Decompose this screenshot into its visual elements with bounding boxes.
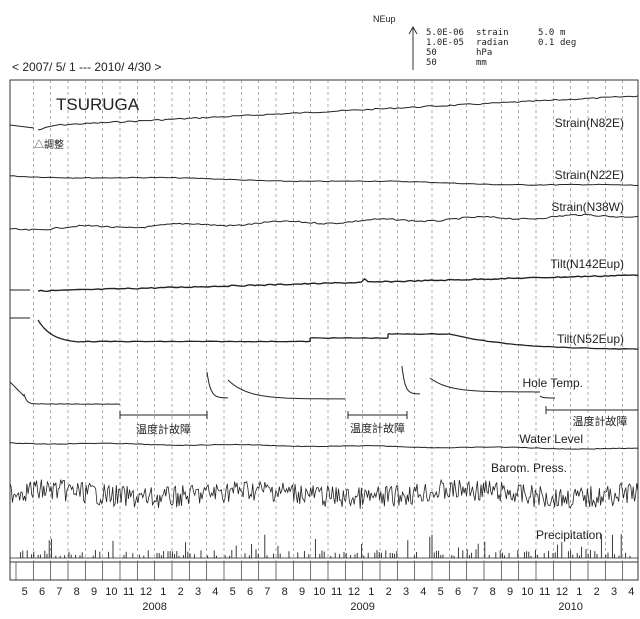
month-tick-label: 7: [472, 586, 478, 598]
series-label-strain-n82e: Strain(N82E): [555, 116, 624, 130]
trace-tilt-n52eup: [309, 337, 389, 339]
month-tick-label: 11: [123, 586, 134, 598]
series-label-tilt-n142eup: Tilt(N142Eup): [550, 257, 624, 271]
series-label-hole-temp: Hole Temp.: [523, 376, 583, 390]
trace-tilt-n52eup: [449, 333, 639, 350]
series-label-precipitation: Precipitation: [536, 528, 602, 542]
trace-hole-temp: [539, 395, 555, 399]
month-tick-label: 1: [368, 586, 374, 598]
month-tick-label: 2: [594, 586, 600, 598]
trace-tilt-n52eup: [79, 340, 311, 343]
trace-tilt-n52eup: [387, 333, 451, 335]
scale-direction-label: NEup: [373, 14, 396, 24]
trace-strain-n82e: [9, 124, 35, 129]
month-tick-label: 12: [348, 586, 360, 598]
scale-arrow-head: [408, 25, 418, 35]
month-tick-label: 5: [438, 586, 444, 598]
month-tick-label: 7: [264, 586, 270, 598]
scale-legend-cell: 50: [426, 58, 437, 68]
trace-hole-temp: [401, 365, 420, 395]
trace-hole-temp: [227, 379, 346, 400]
scale-legend-cell: mm: [476, 58, 487, 68]
series-label-tilt-n52eup: Tilt(N52Eup): [557, 332, 624, 346]
series-label-strain-n22e: Strain(N22E): [555, 168, 624, 182]
trace-hole-temp: [9, 381, 25, 397]
trace-strain-n38w: [9, 213, 639, 231]
month-tick-label: 3: [403, 586, 409, 598]
month-tick-label: 8: [490, 586, 496, 598]
month-tick-label: 1: [160, 586, 166, 598]
month-tick-label: 4: [212, 586, 218, 598]
trace-barom-press: [9, 478, 639, 509]
month-tick-label: 5: [22, 586, 28, 598]
scale-legend-cell: 1.0E-05: [426, 38, 464, 48]
scale-legend-cell: strain: [476, 28, 509, 38]
year-tick-label: 2010: [558, 601, 582, 613]
month-tick-label: 4: [628, 586, 634, 598]
month-tick-label: 12: [556, 586, 568, 598]
scale-legend-cell: hPa: [476, 48, 492, 58]
month-tick-label: 6: [247, 586, 253, 598]
trace-tilt-n142eup: [37, 274, 639, 293]
month-tick-label: 11: [539, 586, 550, 598]
station-label: TSURUGA: [56, 95, 140, 114]
month-tick-label: 11: [331, 586, 342, 598]
month-tick-label: 6: [455, 586, 461, 598]
scale-legend-cell: 5.0E-06: [426, 28, 464, 38]
month-tick-label: 10: [521, 586, 533, 598]
series-label-water-level: Water Level: [519, 432, 583, 446]
month-tick-label: 2: [386, 586, 392, 598]
month-tick-label: 9: [299, 586, 305, 598]
year-tick-label: 2008: [142, 601, 166, 613]
scale-legend-cell: m: [560, 28, 565, 38]
month-tick-label: 3: [195, 586, 201, 598]
month-tick-label: 6: [39, 586, 45, 598]
scale-legend: NEup 5.0E-06 strain 5.0 m 1.0E-05 radian 0.1 de…: [373, 14, 576, 70]
period-label: < 2007/ 5/ 1 --- 2010/ 4/30 >: [12, 60, 161, 74]
month-tick-label: 8: [74, 586, 80, 598]
fault-label: 温度計故障: [350, 421, 405, 435]
month-tick-label: 2: [178, 586, 184, 598]
fault-label: 温度計故障: [136, 422, 191, 436]
month-tick-label: 4: [420, 586, 426, 598]
fault-label: 温度計故障: [573, 414, 628, 428]
trace-hole-temp: [429, 377, 540, 393]
year-tick-label: 2009: [350, 601, 374, 613]
month-tick-label: 1: [576, 586, 582, 598]
month-tick-label: 3: [611, 586, 617, 598]
trace-hole-temp: [23, 393, 40, 405]
month-tick-label: 5: [230, 586, 236, 598]
trace-water-level: [9, 442, 639, 450]
scale-legend-cell: 5.0: [538, 28, 554, 38]
trace-strain-n22e: [9, 175, 639, 186]
month-tick-label: 9: [91, 586, 97, 598]
month-tick-label: 10: [105, 586, 117, 598]
plot-frame: [9, 79, 639, 581]
scale-legend-cell: deg: [560, 38, 576, 48]
month-tick-label: 10: [313, 586, 325, 598]
scale-legend-cell: 50: [426, 48, 437, 58]
trace-hole-temp: [39, 403, 121, 405]
month-tick-label: 7: [56, 586, 62, 598]
scale-legend-cell: 0.1: [538, 38, 554, 48]
trace-strain-n82e: [37, 95, 639, 131]
adjustment-label: △調整: [34, 138, 64, 151]
precipitation-spikes: [20, 534, 631, 558]
series-label-barom-press: Barom. Press.: [491, 461, 567, 475]
month-tick-label: 9: [507, 586, 513, 598]
series-label-strain-n38w: Strain(N38W): [551, 200, 624, 214]
month-tick-label: 12: [140, 586, 152, 598]
scale-legend-cell: radian: [476, 38, 509, 48]
trace-tilt-n52eup: [37, 319, 81, 343]
trace-hole-temp: [206, 371, 228, 399]
month-tick-label: 8: [282, 586, 288, 598]
